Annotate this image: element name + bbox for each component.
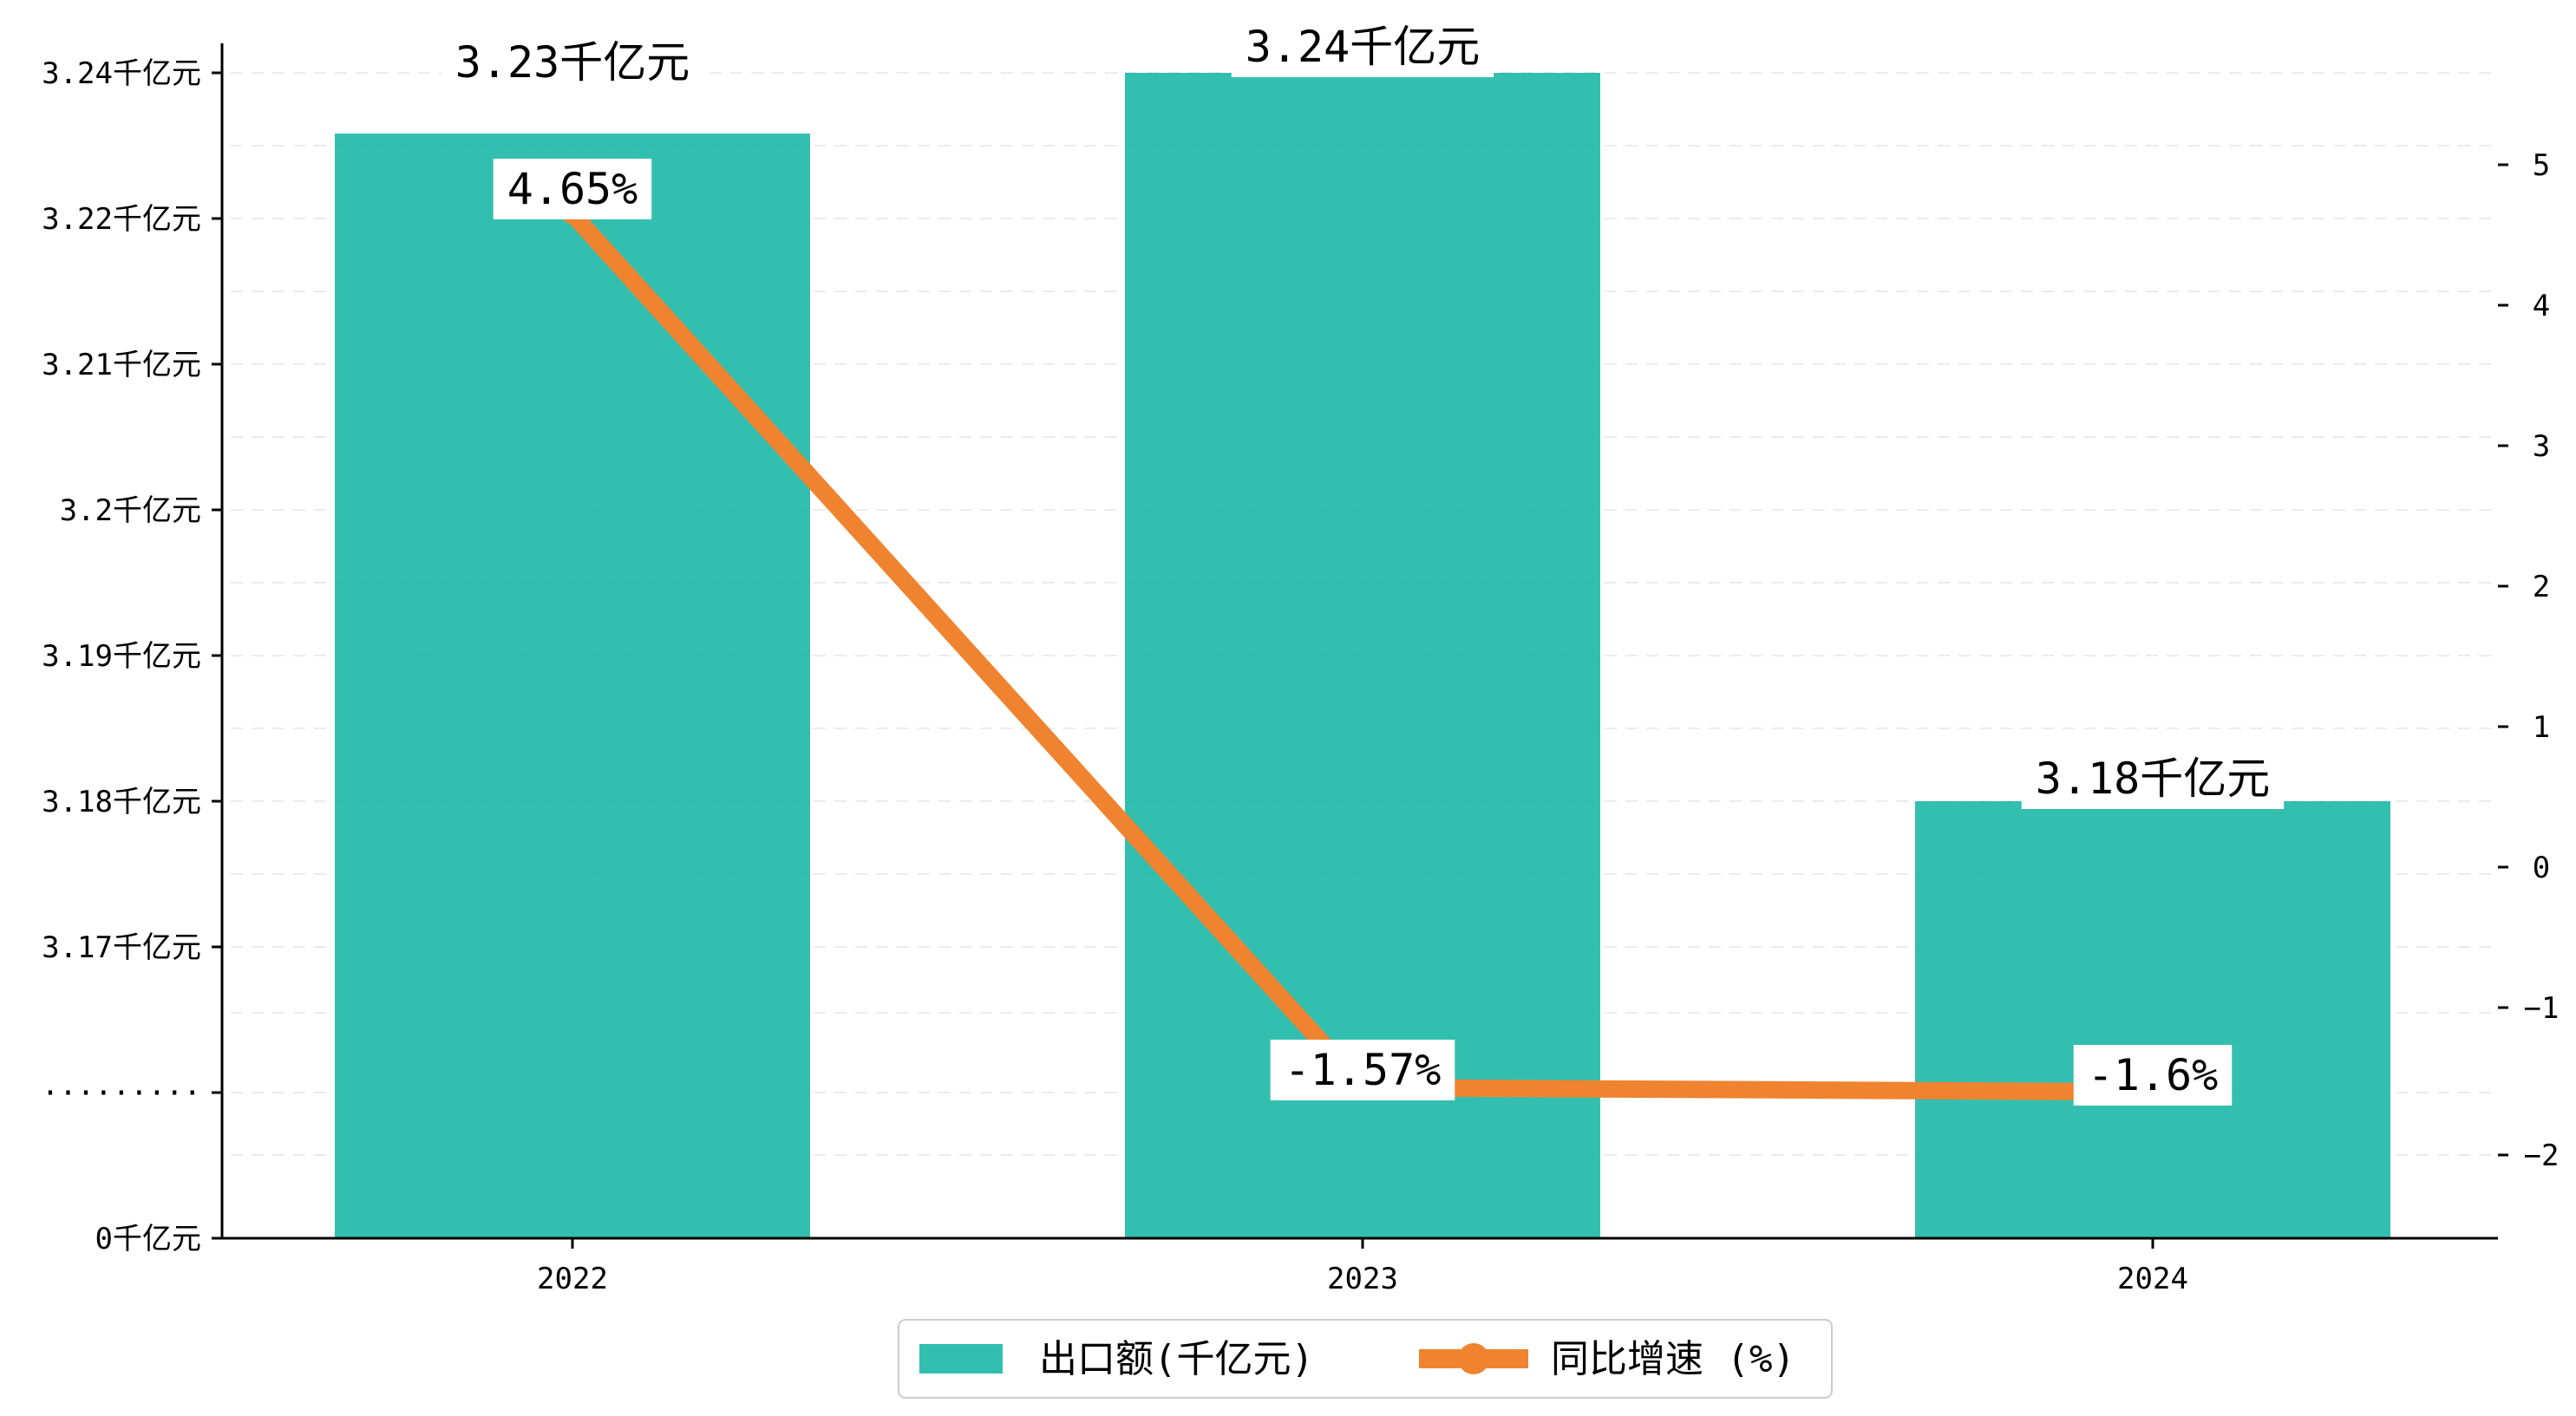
right-tick-label: 0 (2533, 851, 2550, 885)
x-tick-label: 2022 (537, 1262, 608, 1296)
legend-bar-label: 出口额(千亿元) (1039, 1337, 1314, 1381)
bar-value-label: 3.24千亿元 (1246, 22, 1480, 72)
bar-value-label: 3.18千亿元 (2036, 754, 2270, 804)
growth-value-label-box (1270, 1040, 1455, 1100)
growth-value-label: 4.65% (507, 164, 638, 214)
x-tick-label: 2023 (1327, 1262, 1398, 1296)
legend-line-marker (1458, 1343, 1489, 1374)
growth-value-label: -1.6% (2088, 1050, 2219, 1100)
axes: 3.24千亿元 3.22千亿元 3.21千亿元 3.2千亿元 3.19千亿元 3.18千亿… (42, 43, 2560, 1296)
right-tick-label: 1 (2533, 710, 2550, 745)
left-tick-label: 3.19千亿元 (42, 639, 201, 674)
right-tick-label: −1 (2524, 991, 2560, 1026)
legend-box (898, 1319, 1833, 1399)
x-tick-label: 2024 (2117, 1262, 2188, 1296)
data-labels: 3.23千亿元 3.24千亿元 3.18千亿元 4.65% -1.57% -1.6% (441, 16, 2285, 1106)
legend-bar-swatch (919, 1344, 1003, 1374)
growth-value-label-box (2073, 1045, 2233, 1106)
legend: 出口额(千亿元) 同比增速 (%) (898, 1319, 1833, 1399)
bar-value-label-box (2021, 748, 2285, 809)
left-tick-label: 3.17千亿元 (42, 930, 201, 965)
bar-value-label-box (441, 32, 704, 93)
left-tick-label: ········· (42, 1076, 201, 1111)
bar-series (335, 73, 2390, 1238)
right-tick-label: 4 (2533, 289, 2550, 323)
left-tick-label: 3.21千亿元 (42, 348, 201, 382)
left-tick-label: 3.2千亿元 (60, 493, 201, 528)
right-tick-label: 2 (2533, 570, 2550, 604)
left-tick-label: 3.18千亿元 (42, 785, 201, 819)
right-tick-label: −2 (2524, 1139, 2560, 1173)
growth-value-label: -1.57% (1285, 1045, 1442, 1095)
bar-value-label-box (1231, 16, 1494, 77)
legend-line-label: 同比增速 (%) (1551, 1337, 1795, 1381)
left-tick-label: 3.24千亿元 (42, 56, 201, 91)
right-tick-label: 5 (2533, 148, 2550, 183)
bar-value-label: 3.23千亿元 (455, 37, 690, 88)
right-tick-label: 3 (2533, 429, 2550, 464)
growth-value-label-box (493, 159, 652, 219)
bar (1915, 801, 2390, 1238)
left-tick-label: 0千亿元 (95, 1222, 201, 1256)
left-tick-label: 3.22千亿元 (42, 202, 201, 237)
bar (335, 134, 810, 1238)
